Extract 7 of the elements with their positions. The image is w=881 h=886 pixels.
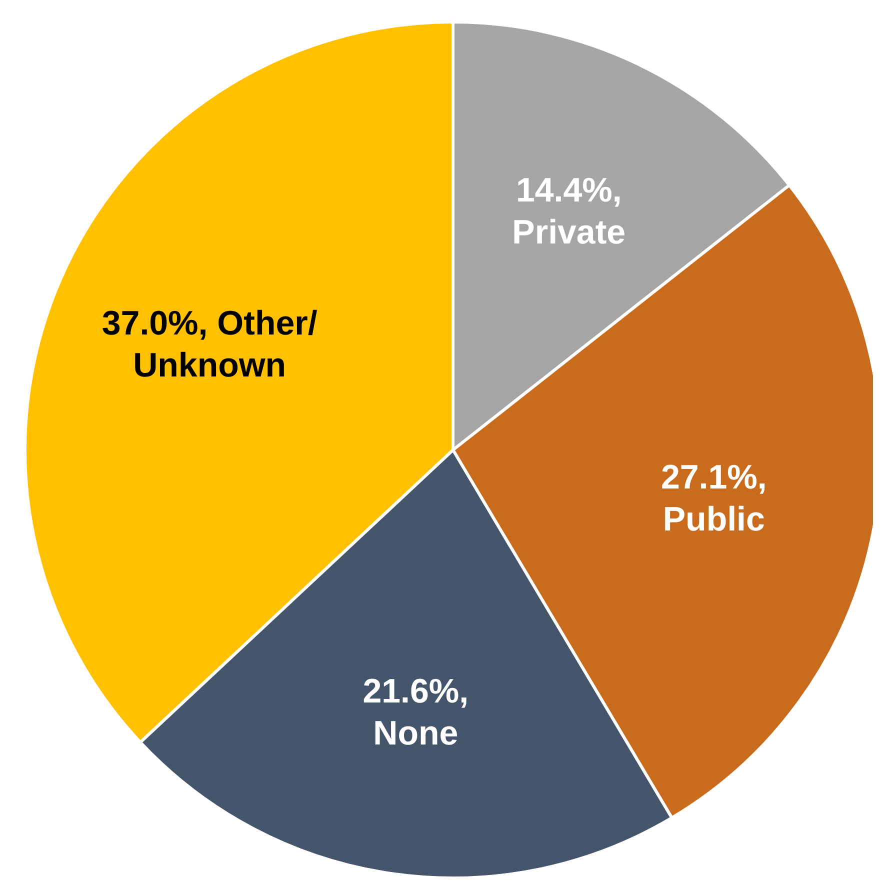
data-label: 27.1%,: [660, 458, 767, 496]
data-label: 21.6%,: [362, 672, 469, 711]
slice-label: Public: [662, 500, 765, 538]
slice-label: None: [373, 714, 458, 753]
data-label: 14.4%,: [516, 171, 622, 210]
slice-label: 37.0%, Other/Unknown: [102, 304, 318, 384]
slice-label: Private: [512, 213, 626, 252]
